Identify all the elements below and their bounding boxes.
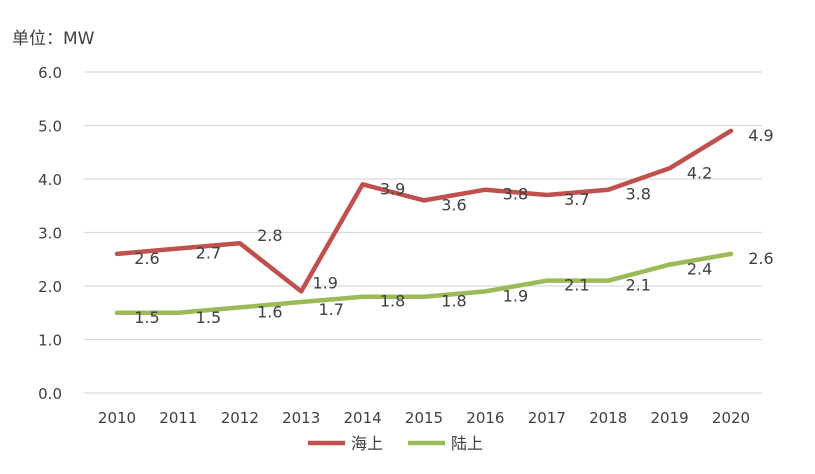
x-tick-label: 2018 bbox=[589, 409, 627, 427]
y-tick-label: 6.0 bbox=[38, 64, 62, 82]
unit-label: 单位：MW bbox=[12, 29, 95, 49]
data-label: 1.9 bbox=[312, 273, 337, 292]
x-tick-label: 2013 bbox=[282, 409, 320, 427]
data-label: 2.1 bbox=[625, 276, 650, 295]
x-tick-label: 2015 bbox=[405, 409, 443, 427]
data-label: 1.8 bbox=[441, 292, 466, 311]
x-tick-label: 2010 bbox=[98, 409, 136, 427]
x-tick-label: 2011 bbox=[159, 409, 197, 427]
data-label: 4.2 bbox=[687, 163, 712, 182]
data-label: 1.7 bbox=[318, 300, 343, 319]
legend-label: 海上 bbox=[351, 434, 383, 453]
series-line-1 bbox=[114, 251, 734, 315]
x-tick-label: 2020 bbox=[712, 409, 750, 427]
y-tick-label: 2.0 bbox=[38, 278, 62, 296]
x-tick-label: 2016 bbox=[466, 409, 504, 427]
data-label: 3.7 bbox=[564, 190, 589, 209]
y-tick-label: 5.0 bbox=[38, 118, 62, 136]
data-label: 2.1 bbox=[564, 276, 589, 295]
data-label: 3.8 bbox=[503, 185, 528, 204]
data-label: 1.9 bbox=[503, 286, 528, 305]
x-tick-label: 2017 bbox=[528, 409, 566, 427]
y-tick-label: 1.0 bbox=[38, 332, 62, 350]
data-label: 2.4 bbox=[687, 260, 712, 279]
data-label: 1.8 bbox=[380, 292, 405, 311]
data-label: 3.9 bbox=[380, 179, 405, 198]
series-line-0 bbox=[114, 128, 734, 294]
y-tick-label: 3.0 bbox=[38, 225, 62, 243]
data-label: 4.9 bbox=[748, 126, 773, 145]
data-label: 2.6 bbox=[748, 249, 773, 268]
x-tick-label: 2014 bbox=[344, 409, 382, 427]
data-label: 2.8 bbox=[257, 226, 282, 245]
data-label: 2.7 bbox=[196, 244, 221, 263]
data-label: 1.5 bbox=[134, 308, 159, 327]
y-tick-label: 0.0 bbox=[38, 385, 62, 403]
x-tick-label: 2012 bbox=[221, 409, 259, 427]
y-tick-label: 4.0 bbox=[38, 171, 62, 189]
data-label: 1.6 bbox=[257, 302, 282, 321]
data-label: 1.5 bbox=[196, 308, 221, 327]
data-label: 3.6 bbox=[441, 195, 466, 214]
legend-label: 陆上 bbox=[451, 434, 483, 453]
data-label: 2.6 bbox=[134, 249, 159, 268]
x-tick-label: 2019 bbox=[651, 409, 689, 427]
data-label: 3.8 bbox=[625, 185, 650, 204]
